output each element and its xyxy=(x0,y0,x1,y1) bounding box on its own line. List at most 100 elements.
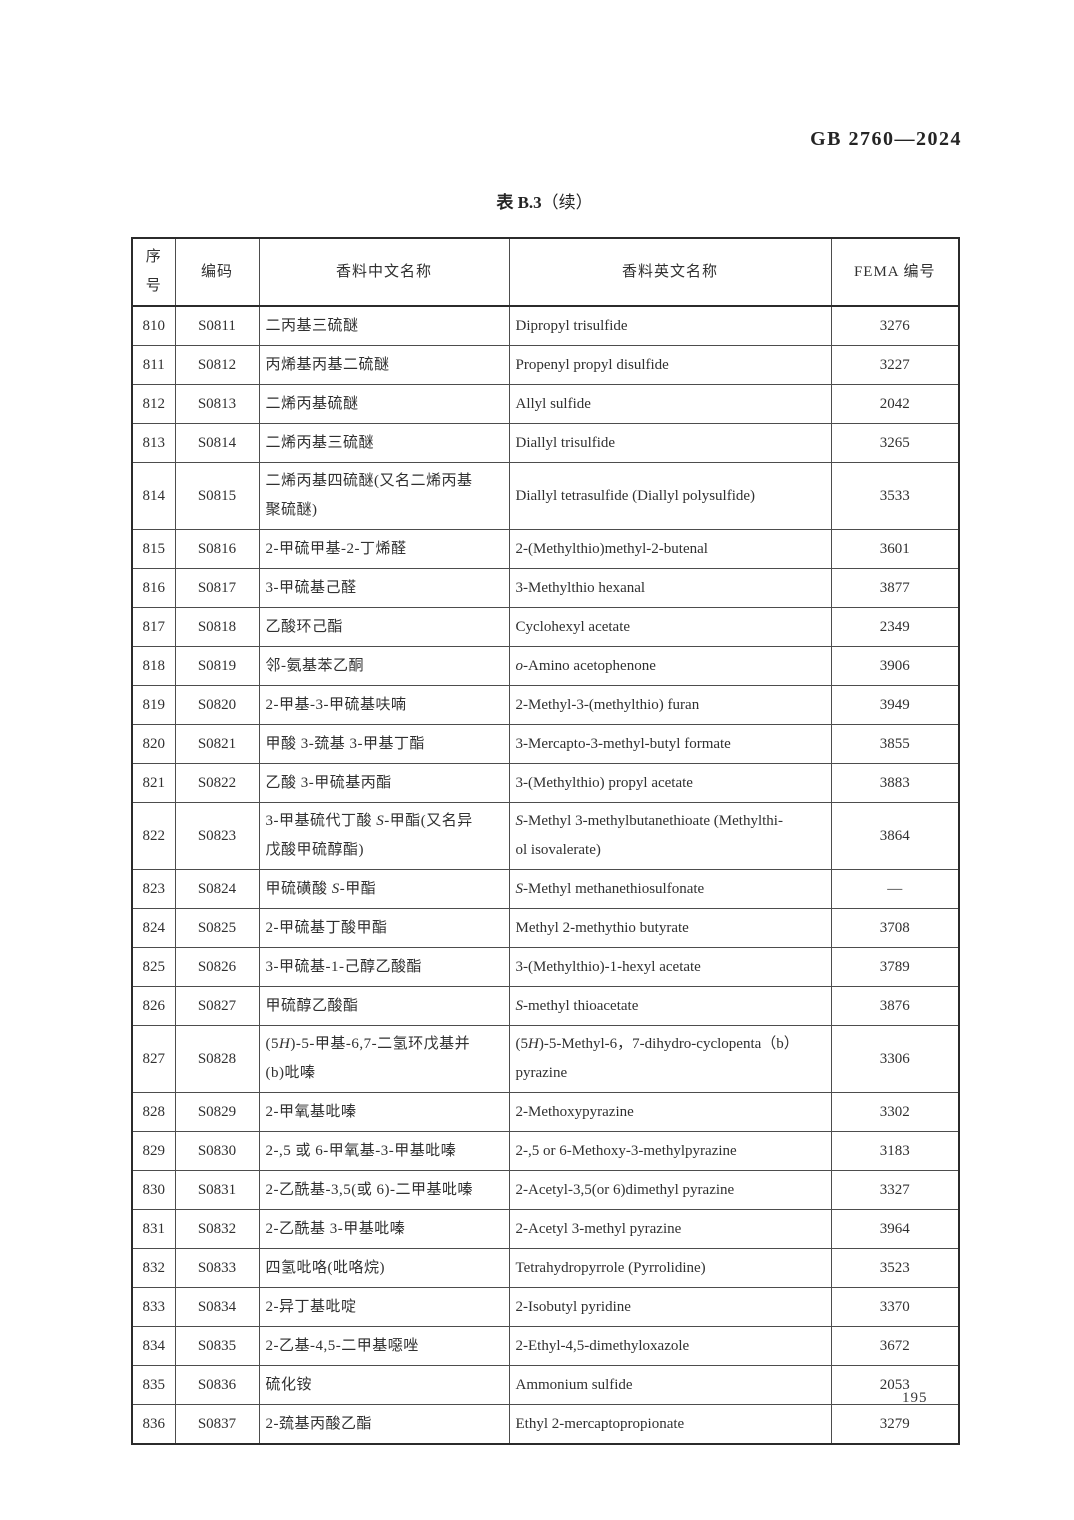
cell-chinese-name: 2-甲硫基丁酸甲酯 xyxy=(258,908,510,948)
cell-chinese-name: 2-甲氧基吡嗪 xyxy=(258,1092,510,1132)
cell-fema-number: 3949 xyxy=(830,685,960,725)
cell-english-name: 2-Methyl-3-(methylthio) furan xyxy=(508,685,832,725)
cell-serial-number: 828 xyxy=(131,1092,176,1132)
cell-serial-number: 831 xyxy=(131,1209,176,1249)
cell-code: S0824 xyxy=(174,869,260,909)
cell-chinese-name: 2-甲硫甲基-2-丁烯醛 xyxy=(258,529,510,569)
cell-serial-number: 822 xyxy=(131,802,176,870)
table-row: 819 S0820 2-甲基-3-甲硫基呋喃 2-Methyl-3-(methy… xyxy=(131,685,960,725)
cell-code: S0820 xyxy=(174,685,260,725)
table-row: 810 S0811 二丙基三硫醚 Dipropyl trisulfide 327… xyxy=(131,305,960,346)
page-number: 195 xyxy=(902,1390,928,1406)
cell-serial-number: 827 xyxy=(131,1025,176,1093)
cell-fema-number: 3906 xyxy=(830,646,960,686)
cell-code: S0835 xyxy=(174,1326,260,1366)
cell-english-name: Dipropyl trisulfide xyxy=(508,305,832,346)
cell-chinese-name: 2-乙基-4,5-二甲基噁唑 xyxy=(258,1326,510,1366)
cell-code: S0812 xyxy=(174,345,260,385)
cell-english-name: 2-Acetyl-3,5(or 6)dimethyl pyrazine xyxy=(508,1170,832,1210)
cell-chinese-name: 二丙基三硫醚 xyxy=(258,305,510,346)
cell-english-name: (5H)-5-Methyl-6，7-dihydro-cyclopenta（b） p… xyxy=(508,1025,832,1093)
cell-code: S0817 xyxy=(174,568,260,608)
cell-fema-number: 3964 xyxy=(830,1209,960,1249)
cell-serial-number: 830 xyxy=(131,1170,176,1210)
cell-english-name: 3-Methylthio hexanal xyxy=(508,568,832,608)
table-title-continued: （续） xyxy=(541,193,593,212)
cell-serial-number: 813 xyxy=(131,423,176,463)
standard-code: GB 2760—2024 xyxy=(810,128,962,150)
cell-serial-number: 834 xyxy=(131,1326,176,1366)
table-row: 818 S0819 邻-氨基苯乙酮 o-Amino acetophenone 3… xyxy=(131,646,960,686)
cell-fema-number: 3370 xyxy=(830,1287,960,1327)
table-row: 834 S0835 2-乙基-4,5-二甲基噁唑 2-Ethyl-4,5-dim… xyxy=(131,1326,960,1366)
cell-code: S0833 xyxy=(174,1248,260,1288)
flavor-table-body: 810 S0811 二丙基三硫醚 Dipropyl trisulfide 327… xyxy=(131,305,960,1445)
cell-fema-number: 3183 xyxy=(830,1131,960,1171)
cell-fema-number: 3327 xyxy=(830,1170,960,1210)
cell-serial-number: 820 xyxy=(131,724,176,764)
cell-english-name: 2-(Methylthio)methyl-2-butenal xyxy=(508,529,832,569)
cell-chinese-name: 2-,5 或 6-甲氧基-3-甲基吡嗪 xyxy=(258,1131,510,1171)
cell-english-name: 2-Acetyl 3-methyl pyrazine xyxy=(508,1209,832,1249)
cell-english-name: 3-Mercapto-3-methyl-butyl formate xyxy=(508,724,832,764)
cell-code: S0827 xyxy=(174,986,260,1026)
cell-code: S0829 xyxy=(174,1092,260,1132)
cell-code: S0815 xyxy=(174,462,260,530)
table-row: 811 S0812 丙烯基丙基二硫醚 Propenyl propyl disul… xyxy=(131,345,960,385)
cell-serial-number: 815 xyxy=(131,529,176,569)
cell-fema-number: 3601 xyxy=(830,529,960,569)
table-row: 836 S0837 2-巯基丙酸乙酯 Ethyl 2-mercaptopropi… xyxy=(131,1404,960,1445)
cell-serial-number: 824 xyxy=(131,908,176,948)
table-row: 812 S0813 二烯丙基硫醚 Allyl sulfide 2042 xyxy=(131,384,960,424)
cell-fema-number: 3276 xyxy=(830,305,960,346)
cell-chinese-name: 3-甲基硫代丁酸 S-甲酯(又名异 戊酸甲硫醇酯) xyxy=(258,802,510,870)
table-row: 835 S0836 硫化铵 Ammonium sulfide 2053 xyxy=(131,1365,960,1405)
cell-chinese-name: 乙酸 3-甲硫基丙酯 xyxy=(258,763,510,803)
table-row: 814 S0815 二烯丙基四硫醚(又名二烯丙基 聚硫醚) Diallyl te… xyxy=(131,462,960,530)
cell-serial-number: 811 xyxy=(131,345,176,385)
cell-english-name: S-methyl thioacetate xyxy=(508,986,832,1026)
cell-english-name: Cyclohexyl acetate xyxy=(508,607,832,647)
header-row: 序号 编码 香料中文名称 香料英文名称 FEMA 编号 xyxy=(131,237,960,307)
cell-chinese-name: 甲硫磺酸 S-甲酯 xyxy=(258,869,510,909)
cell-code: S0826 xyxy=(174,947,260,987)
cell-fema-number: 3883 xyxy=(830,763,960,803)
cell-fema-number: 2053 xyxy=(830,1365,960,1405)
cell-english-name: 2-Ethyl-4,5-dimethyloxazole xyxy=(508,1326,832,1366)
flavor-table-wrap: 序号 编码 香料中文名称 香料英文名称 FEMA 编号 810 S0811 二丙… xyxy=(131,237,960,1445)
table-row: 830 S0831 2-乙酰基-3,5(或 6)-二甲基吡嗪 2-Acetyl-… xyxy=(131,1170,960,1210)
cell-fema-number: 3279 xyxy=(830,1404,960,1445)
cell-serial-number: 832 xyxy=(131,1248,176,1288)
cell-fema-number: 3672 xyxy=(830,1326,960,1366)
cell-english-name: 2-Isobutyl pyridine xyxy=(508,1287,832,1327)
table-row: 829 S0830 2-,5 或 6-甲氧基-3-甲基吡嗪 2-,5 or 6-… xyxy=(131,1131,960,1171)
cell-english-name: 3-(Methylthio) propyl acetate xyxy=(508,763,832,803)
cell-fema-number: 3265 xyxy=(830,423,960,463)
cell-fema-number: 2349 xyxy=(830,607,960,647)
cell-english-name: Propenyl propyl disulfide xyxy=(508,345,832,385)
table-row: 816 S0817 3-甲硫基己醛 3-Methylthio hexanal 3… xyxy=(131,568,960,608)
cell-chinese-name: 甲酸 3-巯基 3-甲基丁酯 xyxy=(258,724,510,764)
cell-serial-number: 829 xyxy=(131,1131,176,1171)
cell-serial-number: 835 xyxy=(131,1365,176,1405)
flavor-table: 序号 编码 香料中文名称 香料英文名称 FEMA 编号 810 S0811 二丙… xyxy=(131,237,960,1445)
cell-code: S0832 xyxy=(174,1209,260,1249)
table-row: 817 S0818 乙酸环己酯 Cyclohexyl acetate 2349 xyxy=(131,607,960,647)
table-row: 821 S0822 乙酸 3-甲硫基丙酯 3-(Methylthio) prop… xyxy=(131,763,960,803)
cell-chinese-name: 2-异丁基吡啶 xyxy=(258,1287,510,1327)
table-row: 828 S0829 2-甲氧基吡嗪 2-Methoxypyrazine 3302 xyxy=(131,1092,960,1132)
table-title-number: 表 B.3 xyxy=(496,193,542,212)
cell-english-name: o-Amino acetophenone xyxy=(508,646,832,686)
cell-chinese-name: 3-甲硫基己醛 xyxy=(258,568,510,608)
cell-english-name: S-Methyl 3-methylbutanethioate (Methylth… xyxy=(508,802,832,870)
cell-chinese-name: 邻-氨基苯乙酮 xyxy=(258,646,510,686)
table-row: 815 S0816 2-甲硫甲基-2-丁烯醛 2-(Methylthio)met… xyxy=(131,529,960,569)
table-row: 831 S0832 2-乙酰基 3-甲基吡嗪 2-Acetyl 3-methyl… xyxy=(131,1209,960,1249)
col-header-code: 编码 xyxy=(174,237,260,307)
cell-code: S0818 xyxy=(174,607,260,647)
cell-code: S0830 xyxy=(174,1131,260,1171)
table-row: 825 S0826 3-甲硫基-1-己醇乙酸酯 3-(Methylthio)-1… xyxy=(131,947,960,987)
cell-fema-number: 3523 xyxy=(830,1248,960,1288)
cell-fema-number: 3306 xyxy=(830,1025,960,1093)
flavor-table-head: 序号 编码 香料中文名称 香料英文名称 FEMA 编号 xyxy=(131,237,960,307)
